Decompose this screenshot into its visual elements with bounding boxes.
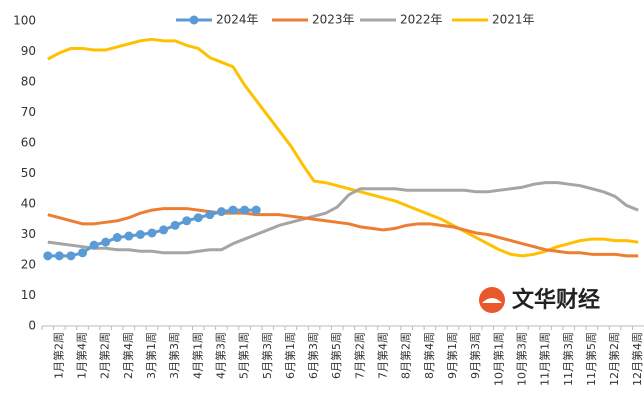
series-line [47,207,639,258]
x-tick-label: 5月第1周 [237,332,251,379]
marker [101,237,111,247]
x-tick-label: 11月第5周 [584,332,598,386]
x-tick-label: 6月第5周 [329,332,343,379]
x-tick-label: 10月第1周 [491,332,505,386]
x-tick-label: 12月第2周 [607,332,621,386]
marker [135,230,145,239]
marker [216,207,226,217]
y-tick-label: 0 [28,319,36,333]
y-tick-label: 40 [21,197,36,211]
x-tick-label: 11月第3周 [561,332,575,386]
x-tick-label: 9月第3周 [468,332,482,379]
x-tick-label: 6月第1周 [283,332,297,379]
marker [147,228,157,238]
marker [228,205,238,215]
x-tick-label: 1月第4周 [75,332,89,379]
legend-label: 2021年 [492,13,535,27]
x-tick-label: 9月第1周 [445,332,459,379]
y-tick-label: 70 [21,105,36,119]
series-line [47,181,639,255]
x-tick-label: 6月第3周 [306,332,320,379]
marker [251,205,261,215]
x-tick-label: 10月第3周 [514,332,528,386]
marker [54,251,64,261]
marker [43,251,53,261]
marker [240,205,250,215]
y-tick-label: 90 [21,44,36,58]
marker [193,213,203,223]
marker [112,233,122,243]
x-tick-label: 1月第2周 [51,332,65,379]
marker [66,251,76,261]
legend-label: 2024年 [216,13,259,27]
x-tick-label: 7月第2周 [352,332,366,379]
x-tick-label: 3月第1周 [144,332,158,379]
x-tick-label: 11月第1周 [538,332,552,386]
legend-label: 2022年 [400,13,443,27]
marker [124,231,134,241]
y-tick-label: 50 [21,166,36,180]
x-tick-label: 12月第4周 [630,332,644,386]
x-tick-label: 2月第2周 [98,332,112,379]
x-tick-label: 5月第3周 [260,332,274,379]
x-tick-label: 7月第4周 [376,332,390,379]
x-tick-label: 4月第1周 [190,332,204,379]
x-tick-label: 2月第4周 [121,332,135,379]
watermark: 文华财经 [512,287,600,313]
y-tick-label: 30 [21,227,36,241]
marker [89,240,99,250]
x-tick-label: 3月第3周 [167,332,181,379]
marker [159,225,169,235]
logo-mark [482,298,502,303]
y-tick-label: 100 [13,14,36,28]
x-tick-label: 8月第4周 [422,332,436,379]
y-tick-label: 10 [21,288,36,302]
series-line [47,37,639,258]
marker [205,210,215,220]
x-tick-label: 8月第2周 [399,332,413,379]
marker [182,216,192,226]
y-tick-label: 20 [21,258,36,272]
y-tick-label: 80 [21,75,36,89]
legend-label: 2023年 [312,13,355,27]
marker [170,220,180,230]
x-tick-label: 4月第3周 [213,332,227,379]
legend-marker [189,15,199,25]
y-tick-label: 60 [21,136,36,150]
marker [78,248,88,258]
